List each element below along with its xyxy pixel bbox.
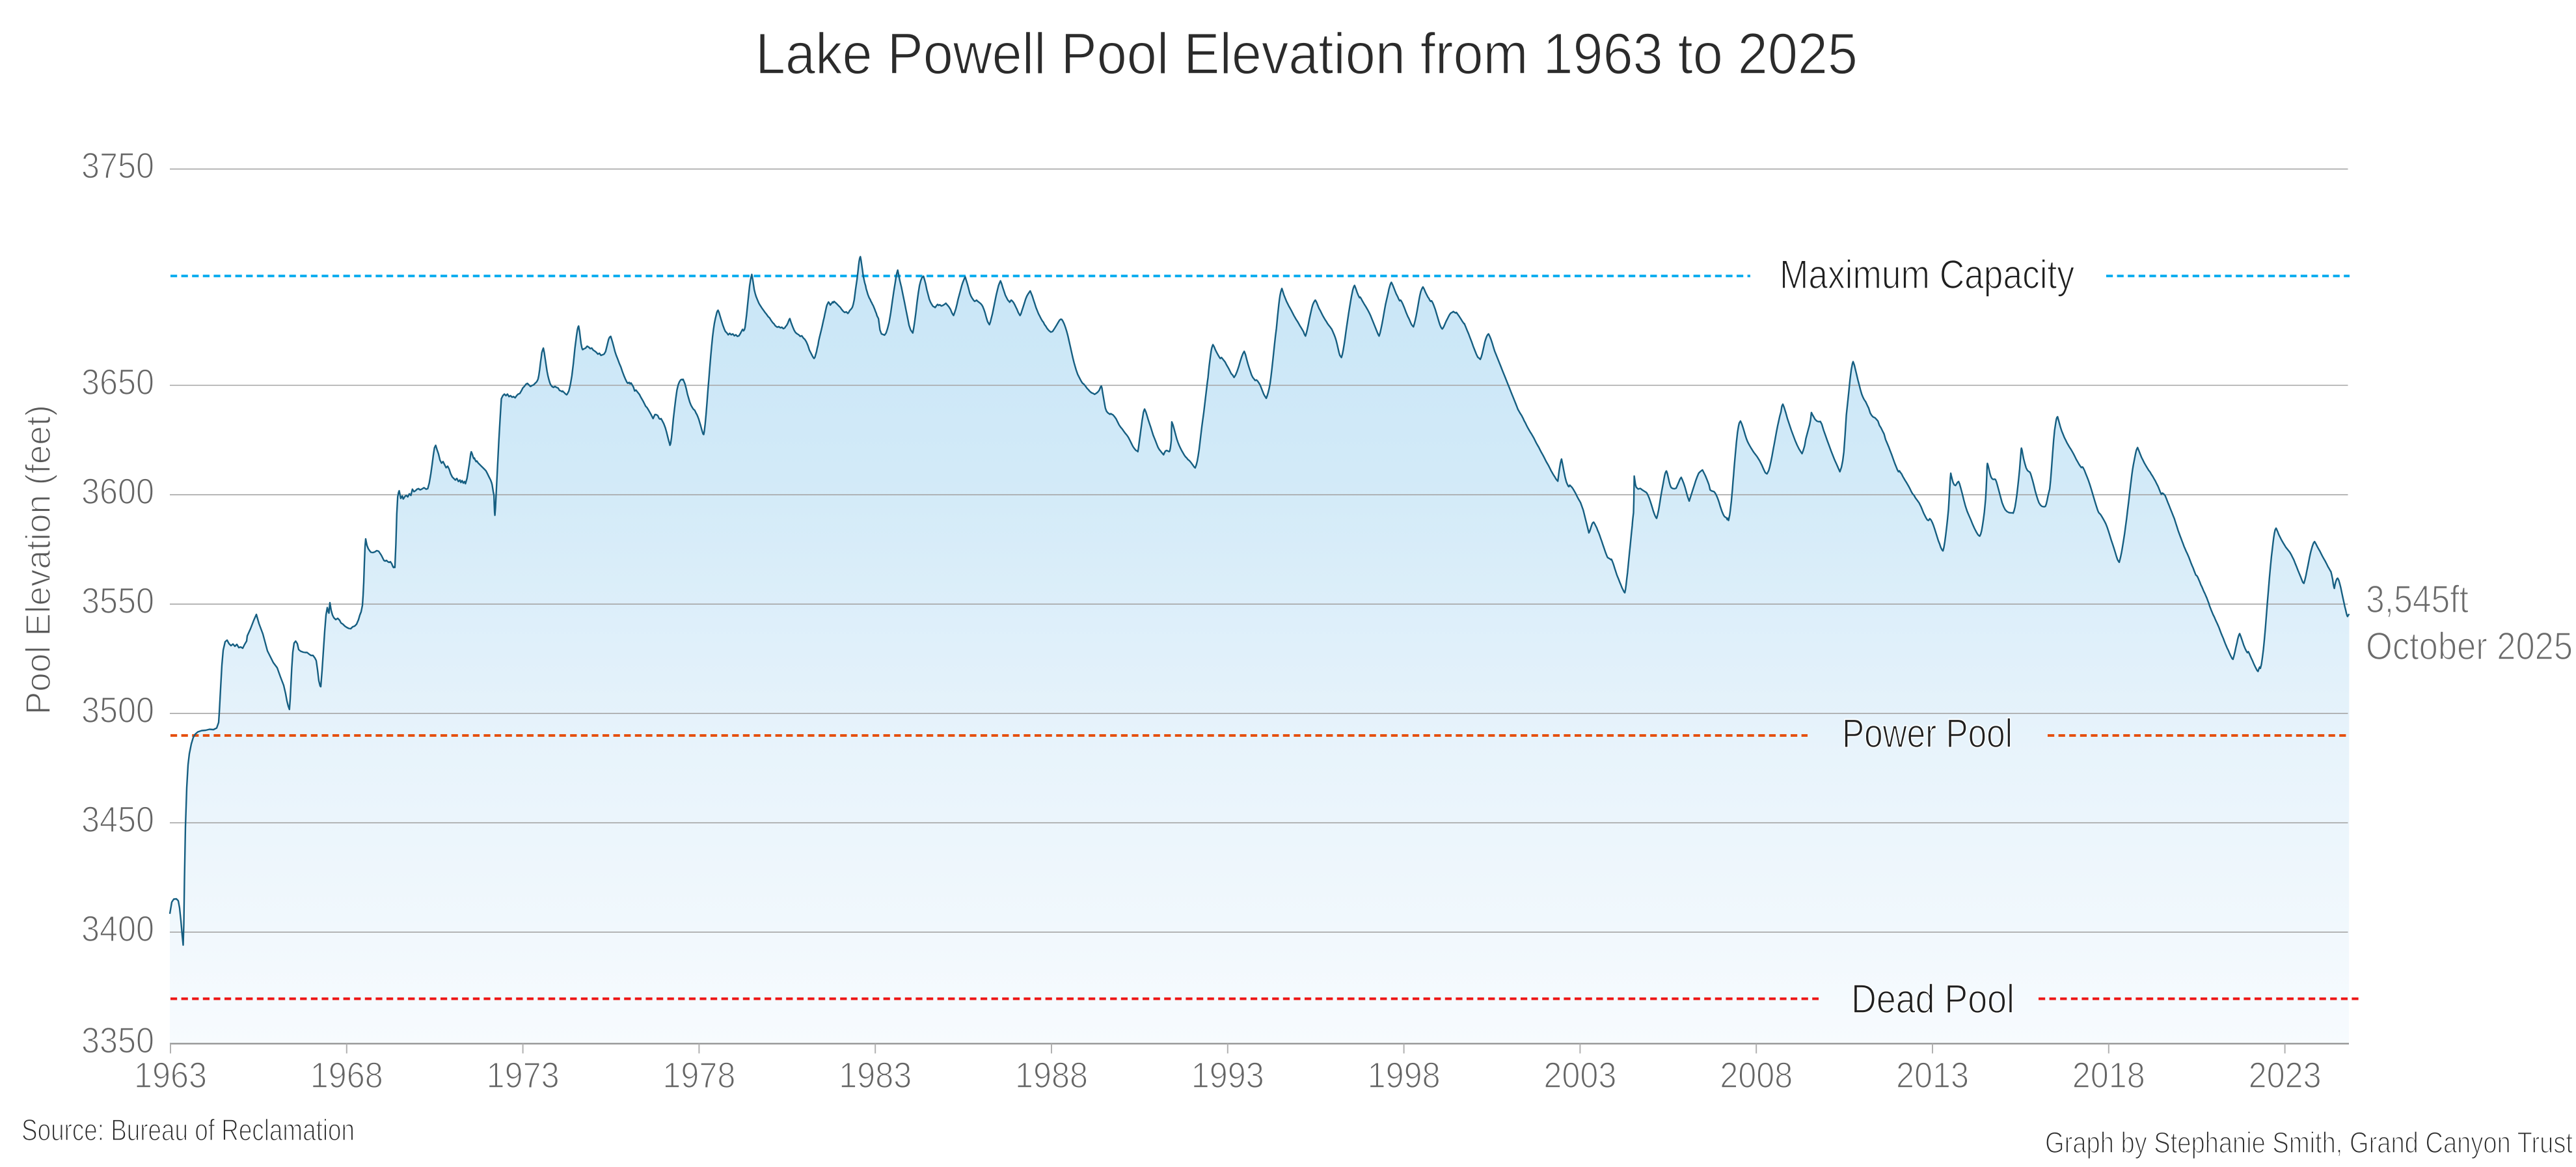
svg-text:3350: 3350 — [81, 1020, 154, 1061]
svg-text:1968: 1968 — [310, 1054, 383, 1095]
svg-text:Pool Elevation (feet): Pool Elevation (feet) — [19, 405, 58, 715]
svg-text:3500: 3500 — [81, 689, 154, 730]
svg-text:2003: 2003 — [1543, 1054, 1616, 1095]
svg-text:3450: 3450 — [81, 799, 154, 840]
svg-text:2008: 2008 — [1720, 1054, 1793, 1095]
svg-text:October 2025: October 2025 — [2366, 625, 2573, 668]
svg-text:2018: 2018 — [2072, 1054, 2145, 1095]
svg-text:1978: 1978 — [662, 1054, 735, 1095]
svg-text:3,545ft: 3,545ft — [2366, 578, 2469, 621]
svg-text:1998: 1998 — [1368, 1054, 1441, 1095]
svg-text:Source: Bureau of Reclamation: Source: Bureau of Reclamation — [21, 1113, 355, 1147]
svg-text:Maximum Capacity: Maximum Capacity — [1780, 253, 2074, 297]
svg-text:3400: 3400 — [81, 908, 154, 949]
svg-text:1983: 1983 — [839, 1054, 912, 1095]
svg-text:3750: 3750 — [81, 145, 154, 186]
svg-text:2013: 2013 — [1896, 1054, 1969, 1095]
svg-text:3600: 3600 — [81, 471, 154, 512]
svg-text:3550: 3550 — [81, 580, 154, 621]
svg-text:3650: 3650 — [81, 361, 154, 402]
svg-text:1988: 1988 — [1015, 1054, 1088, 1095]
svg-text:1973: 1973 — [487, 1054, 560, 1095]
svg-text:1963: 1963 — [134, 1054, 207, 1095]
svg-text:2023: 2023 — [2249, 1054, 2322, 1095]
svg-text:Graph by Stephanie Smith, Gran: Graph by Stephanie Smith, Grand Canyon T… — [2045, 1126, 2573, 1159]
svg-text:1993: 1993 — [1191, 1054, 1264, 1095]
svg-text:Dead Pool: Dead Pool — [1851, 977, 2014, 1022]
svg-text:Power Pool: Power Pool — [1842, 711, 2013, 756]
svg-text:Lake Powell Pool Elevation fro: Lake Powell Pool Elevation from 1963 to … — [755, 21, 1858, 86]
